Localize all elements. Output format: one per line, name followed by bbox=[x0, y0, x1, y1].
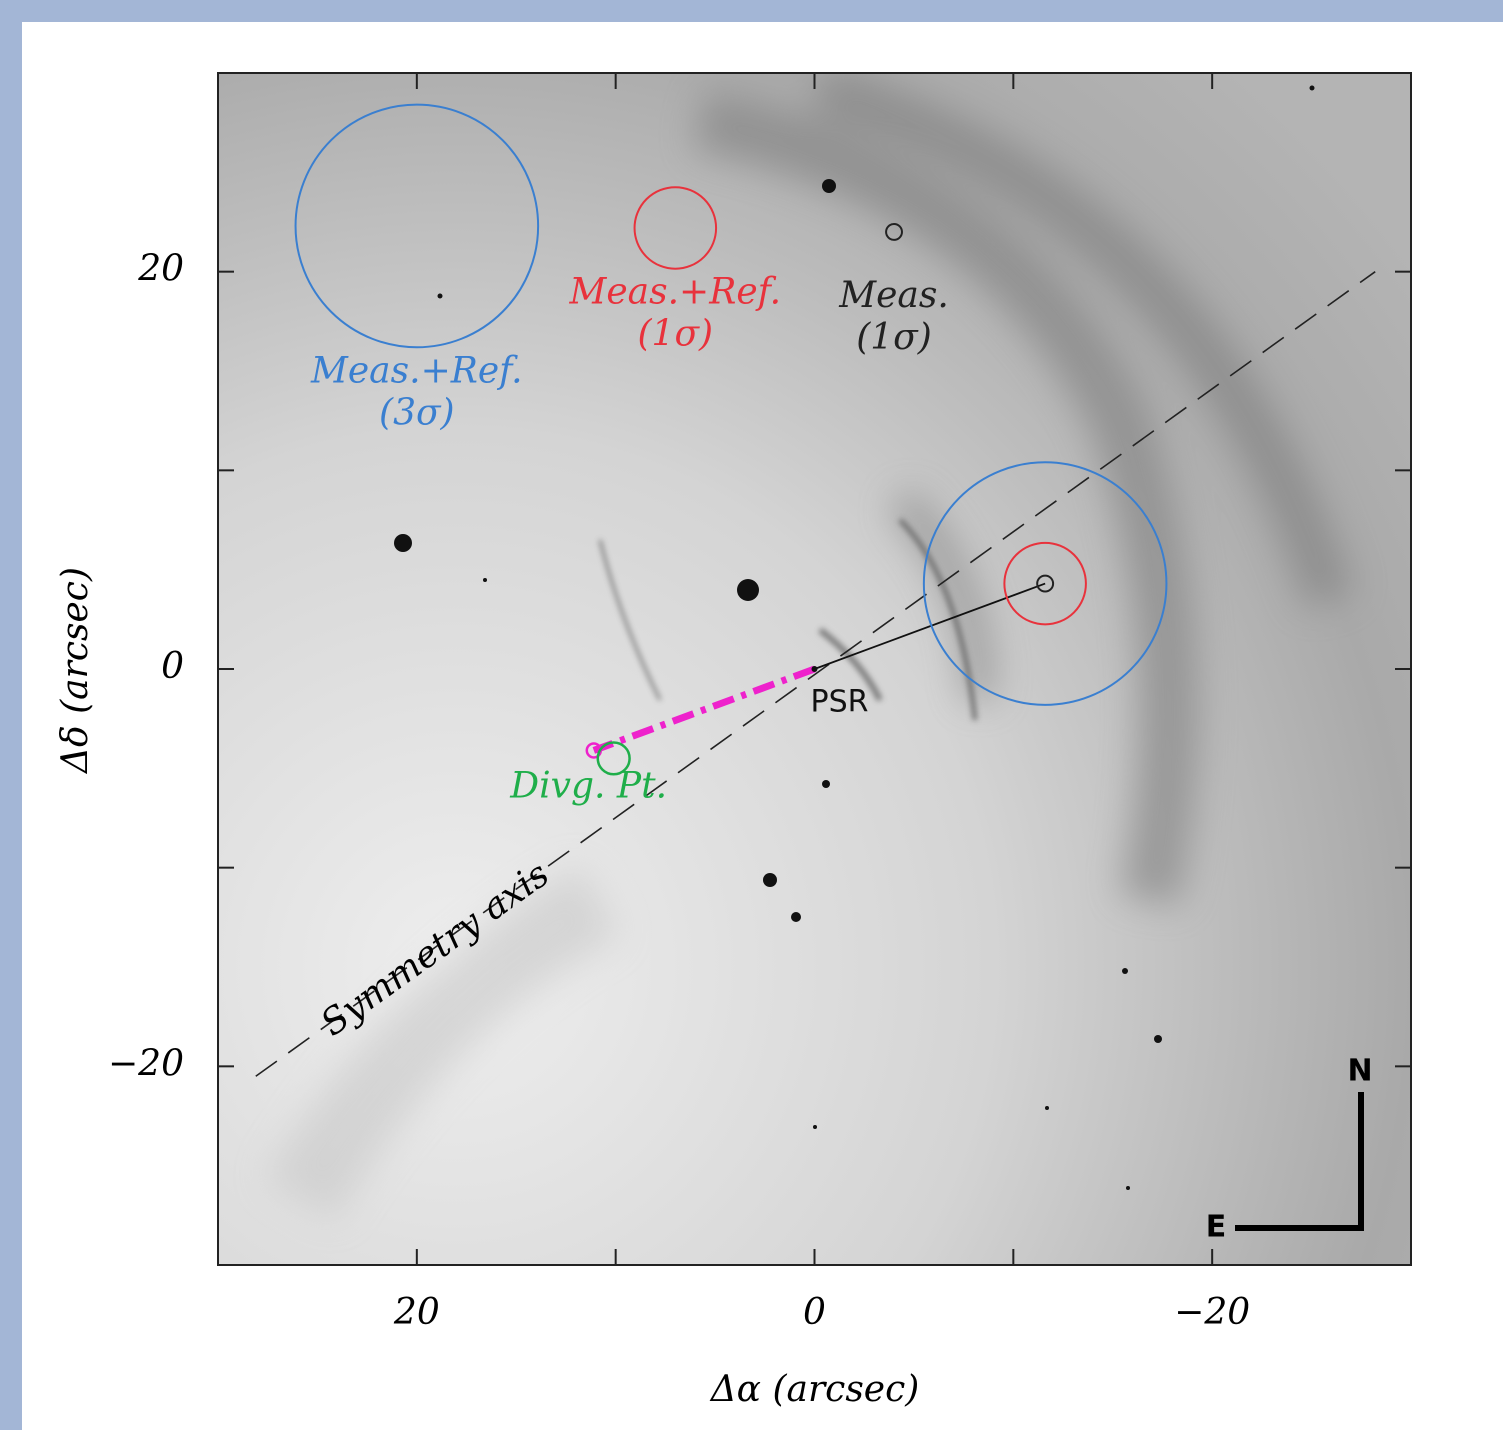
key-label: (3σ) bbox=[379, 392, 455, 433]
psr-marker bbox=[812, 666, 818, 672]
key-label: Meas.+Ref. bbox=[569, 272, 782, 313]
y-tick-label: −20 bbox=[108, 1043, 184, 1084]
x-tick-label: 20 bbox=[393, 1292, 440, 1333]
key-label: (1σ) bbox=[856, 317, 932, 358]
y-tick-label: 20 bbox=[137, 249, 184, 290]
psr-label: PSR bbox=[811, 685, 869, 720]
y-axis-label: Δδ (arcsec) bbox=[55, 567, 96, 775]
compass-north: N bbox=[1347, 1054, 1372, 1089]
key-label: Meas.+Ref. bbox=[310, 350, 523, 391]
divergence-label: Divg. Pt. bbox=[509, 765, 667, 806]
x-axis-label: Δα (arcsec) bbox=[709, 1369, 920, 1410]
x-tick-label: −20 bbox=[1174, 1292, 1250, 1333]
compass-east: E bbox=[1206, 1210, 1227, 1245]
x-tick-label: 0 bbox=[803, 1292, 826, 1333]
key-label: Meas. bbox=[838, 275, 949, 316]
chart: Δα (arcsec) Δδ (arcsec) 200−20200−20Symm… bbox=[0, 0, 1503, 1430]
key-label: (1σ) bbox=[638, 314, 714, 355]
y-tick-label: 0 bbox=[161, 646, 184, 687]
